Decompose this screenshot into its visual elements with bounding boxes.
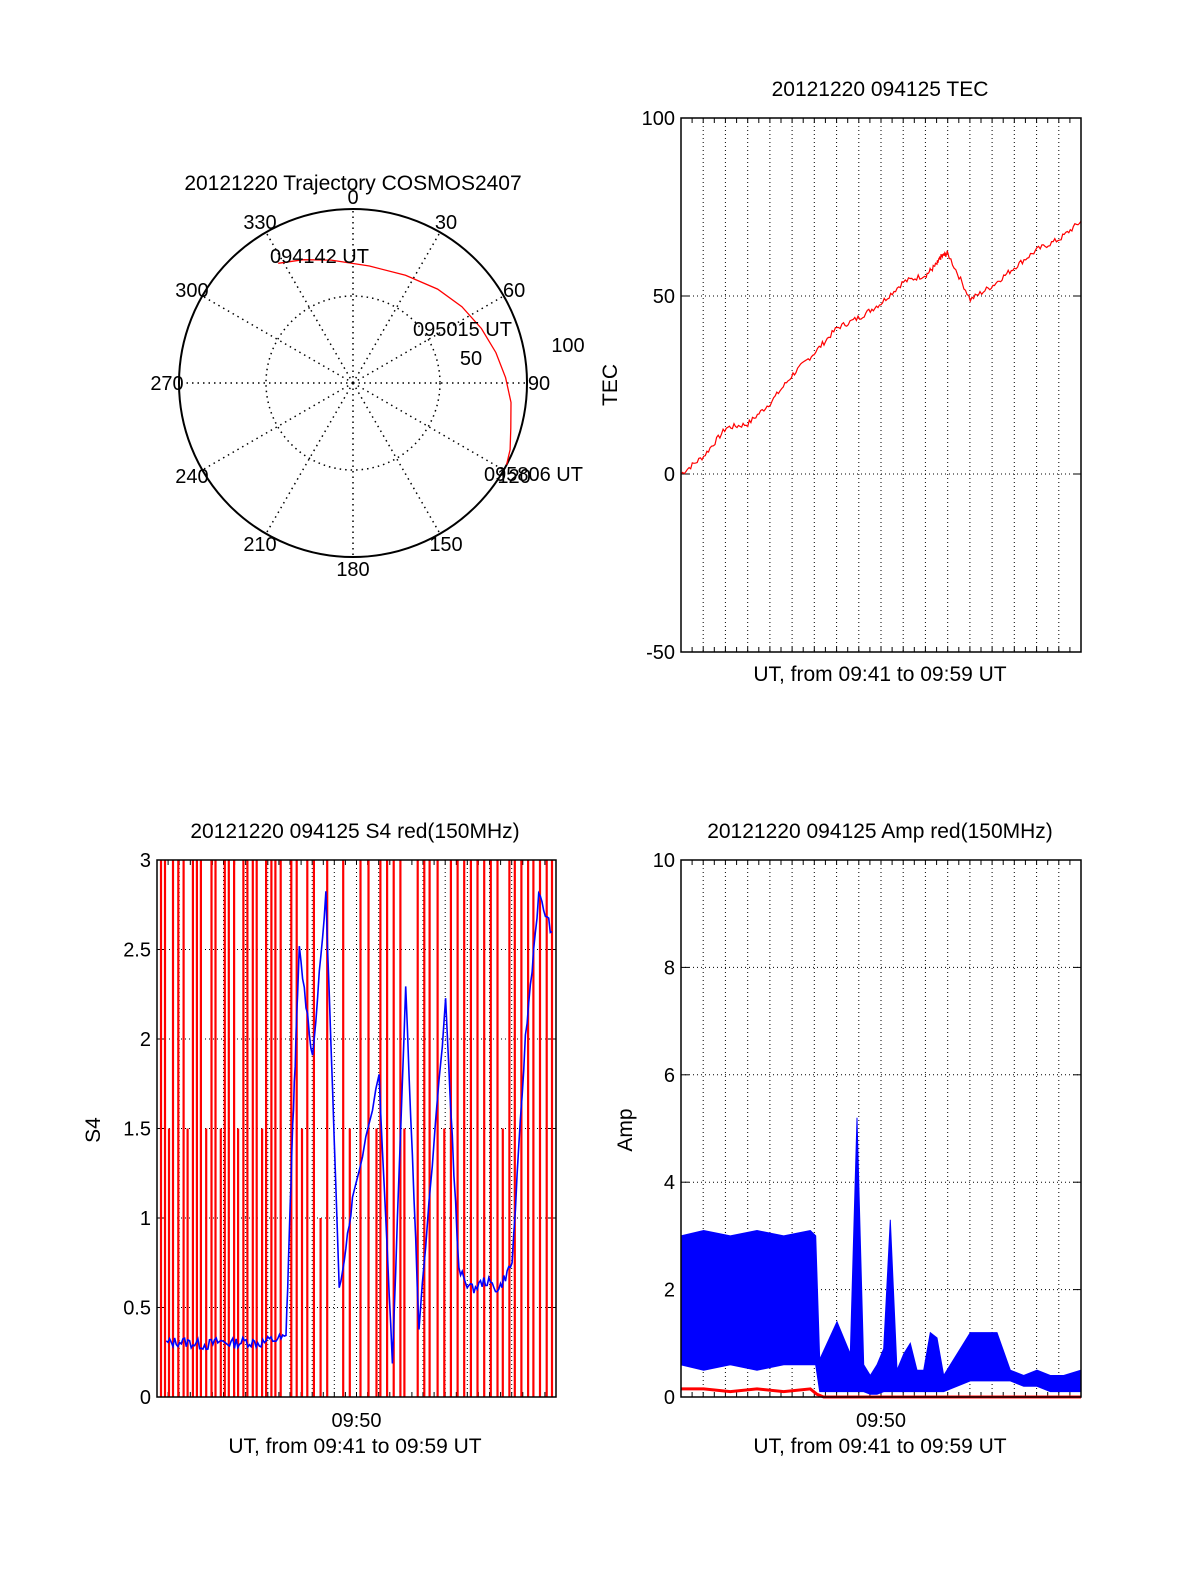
polar-spoke [201,295,354,384]
s4-panel: 20121220 094125 S4 red(150MHz) 0 0.5 1 1.5 2… [82,820,557,1458]
plot-frame [680,117,1082,653]
tec-plot: -50 0 50 100 [642,108,1082,664]
plot-frame [156,859,557,1398]
ytick-label: 50 [653,286,675,308]
polar-angle-label: 120 [497,466,530,488]
ytick-label: 10 [653,850,675,872]
polar-outer-circle [178,208,528,558]
xtick-label: 09:50 [856,1410,906,1432]
ytick-label: 1 [140,1208,151,1230]
ytick-label: 0 [664,1387,675,1409]
polar-angle-label: 240 [175,466,208,488]
polar-angle-label: 150 [429,534,462,556]
ytick-label: 2 [664,1280,675,1302]
tec-series-line [680,220,1082,475]
tec-panel: 20121220 094125 TEC -50 0 50 100 UT, from 0… [599,78,1082,686]
s4-title: 20121220 094125 S4 red(150MHz) [190,820,519,843]
polar-panel: 20121220 Trajectory COSMOS2407 0 30 60 90 12… [150,172,584,581]
polar-radial-label: 100 [551,335,584,357]
tec-title: 20121220 094125 TEC [772,78,989,101]
amp-xlabel: UT, from 09:41 to 09:59 UT [753,1435,1006,1458]
ytick-label: 6 [664,1065,675,1087]
s4-plot: 0 0.5 1 1.5 2 2.5 3 09:50 [123,850,557,1432]
ytick-label: 8 [664,957,675,979]
polar-angle-label: 60 [503,280,525,302]
polar-trajectory-line [278,259,512,465]
s4-blue-line [165,890,553,1364]
polar-radial-label: 50 [460,348,482,370]
amp-ylabel: Amp [614,1108,637,1151]
ytick-label: 4 [664,1172,675,1194]
polar-spoke [201,382,354,471]
s4-ylabel: S4 [82,1117,105,1143]
s4-xlabel: UT, from 09:41 to 09:59 UT [228,1435,481,1458]
polar-angle-label: 180 [336,559,369,581]
polar-angle-label: 90 [528,373,550,395]
polar-angle-label: 300 [175,280,208,302]
polar-spoke [352,382,441,535]
ytick-label: 0 [664,464,675,486]
ytick-label: -50 [646,642,675,664]
polar-angle-label: 210 [243,534,276,556]
polar-spoke [352,382,505,471]
polar-angle-label: 0 [347,187,358,209]
ytick-label: 100 [642,108,675,130]
polar-grid [178,208,528,558]
polar-angle-label: 270 [150,373,183,395]
tec-xlabel: UT, from 09:41 to 09:59 UT [753,663,1006,686]
polar-title: 20121220 Trajectory COSMOS2407 [184,172,521,195]
ytick-label: 2 [140,1029,151,1051]
amp-panel: 20121220 094125 Amp red(150MHz) 02468100… [614,820,1082,1458]
amp-title: 20121220 094125 Amp red(150MHz) [707,820,1053,843]
polar-time-annotation: 095015 UT [413,319,512,341]
ytick-label: 3 [140,850,151,872]
amp-plot: 0 2 4 6 8 10 09:50 [653,850,1082,1432]
polar-time-annotation: 094142 UT [270,246,369,268]
polar-angle-label: 330 [243,212,276,234]
ytick-label: 0 [140,1387,151,1409]
ytick-label: 0.5 [123,1298,151,1320]
polar-trajectory [278,259,512,465]
plot-frame [680,859,1082,1398]
amp-red-line [681,1387,1081,1399]
polar-angle-label: 30 [435,212,457,234]
polar-annotations: 094142 UT 095015 UT 095806 UT [270,246,583,486]
polar-time-annotation: 095806 UT [484,464,583,486]
xtick-label: 09:50 [331,1410,381,1432]
tec-ylabel: TEC [599,364,622,406]
ytick-label: 1.5 [123,1119,151,1141]
polar-ring-50 [265,295,441,471]
polar-radial-labels: 50 100 [460,335,585,370]
ytick-label: 2.5 [123,940,151,962]
polar-angle-labels: 0 30 60 90 120 150 180 210 240 270 300 330 [150,187,550,581]
